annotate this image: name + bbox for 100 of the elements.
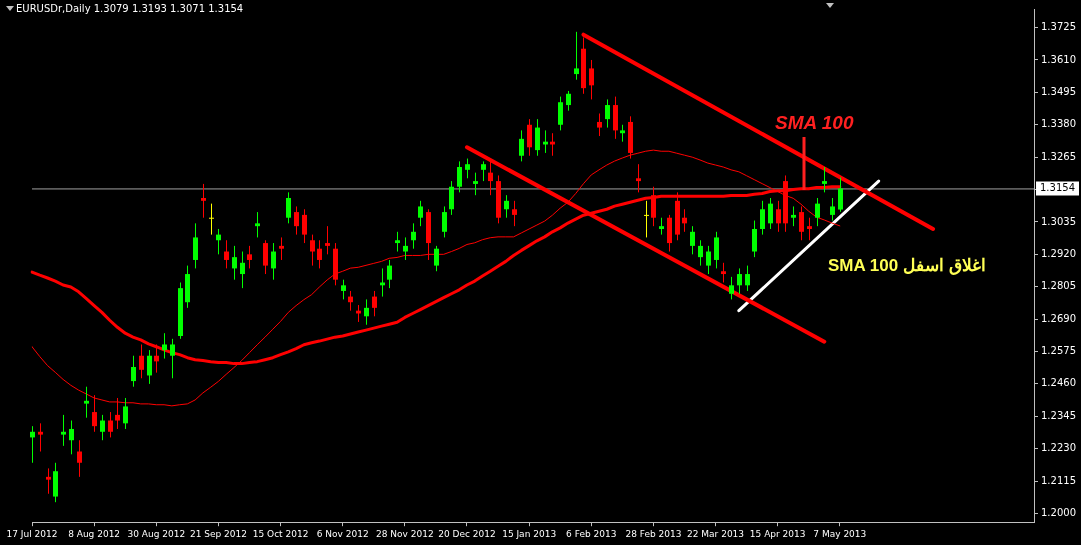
candlestick: [729, 276, 734, 300]
candlestick: [131, 355, 136, 388]
candlestick: [574, 31, 579, 81]
candlestick: [372, 290, 377, 317]
x-tick-label: 8 Aug 2012: [68, 528, 121, 539]
candlestick: [139, 343, 144, 379]
candlestick: [325, 225, 330, 255]
candlestick: [838, 176, 843, 213]
candlestick: [745, 265, 750, 292]
candlestick: [209, 203, 214, 236]
candlestick: [364, 298, 369, 326]
candlestick: [721, 262, 726, 283]
ref-line-label: 1.3154: [1040, 182, 1076, 194]
candlestick: [38, 422, 43, 452]
candlestick: [100, 414, 105, 441]
candlestick: [776, 200, 781, 233]
candlestick: [822, 166, 827, 193]
candlestick: [341, 279, 346, 300]
candlestick: [752, 220, 757, 258]
candlestick: [84, 386, 89, 419]
candlestick: [108, 411, 113, 438]
x-tick-label: 17 Jul 2012: [6, 528, 58, 539]
candlestick: [690, 225, 695, 255]
candlestick: [317, 239, 322, 269]
candlestick: [527, 118, 532, 157]
candlestick: [815, 197, 820, 227]
candlestick: [418, 200, 423, 227]
chart-title: EURUSDr,Daily 1.3079 1.3193 1.3071 1.3154: [16, 3, 244, 14]
y-tick-label: 1.2115: [1041, 474, 1077, 486]
x-tick-label: 15 Jan 2013: [502, 528, 557, 539]
candlestick: [232, 245, 237, 281]
y-tick-label: 1.3265: [1041, 150, 1077, 162]
y-tick-label: 1.3380: [1041, 118, 1077, 130]
y-tick-label: 1.2690: [1041, 312, 1077, 324]
candlestick: [310, 234, 315, 267]
y-tick-label: 1.3725: [1041, 21, 1077, 33]
y-tick-label: 1.3495: [1041, 85, 1077, 97]
candlestick: [387, 259, 392, 289]
x-tick-label: 28 Nov 2012: [376, 528, 434, 539]
x-tick-label: 7 May 2013: [813, 528, 867, 539]
y-tick-label: 1.3610: [1041, 53, 1077, 65]
candlestick: [473, 172, 478, 196]
candlestick: [201, 183, 206, 219]
candlestick: [442, 205, 447, 238]
candlestick: [403, 236, 408, 261]
x-tick-label: 21 Sep 2012: [189, 528, 247, 539]
x-tick-label: 15 Oct 2012: [252, 528, 309, 539]
candlestick: [302, 208, 307, 244]
candlestick: [255, 211, 260, 238]
candlestick: [644, 200, 649, 238]
candlestick: [636, 163, 641, 193]
candlestick: [807, 217, 812, 241]
candlestick: [799, 205, 804, 241]
candlestick: [395, 231, 400, 253]
y-tick-label: 1.2460: [1041, 377, 1077, 389]
candlestick: [147, 349, 152, 385]
x-tick-label: 22 Mar 2013: [687, 528, 745, 539]
y-tick-label: 1.3035: [1041, 215, 1077, 227]
candlestick: [714, 231, 719, 269]
candlestick: [263, 239, 268, 275]
x-tick-label: 15 Apr 2013: [749, 528, 806, 539]
candlestick: [46, 467, 51, 495]
candlestick: [69, 420, 74, 455]
candlestick: [240, 251, 245, 289]
candlestick: [465, 158, 470, 179]
candlestick: [247, 245, 252, 269]
candlestick: [457, 160, 462, 193]
annotation: SMA 100: [775, 112, 854, 134]
candlestick: [193, 222, 198, 269]
x-tick-label: 6 Nov 2012: [316, 528, 369, 539]
y-tick-label: 1.2230: [1041, 442, 1077, 454]
candlestick: [61, 414, 66, 447]
candlestick: [504, 194, 509, 219]
candlestick: [830, 197, 835, 222]
candlestick: [768, 197, 773, 230]
x-tick-label: 28 Feb 2013: [625, 528, 682, 539]
candlestick: [162, 332, 167, 360]
y-tick-label: 1.2920: [1041, 247, 1077, 259]
y-tick-label: 1.2000: [1041, 507, 1077, 519]
candlestick: [77, 439, 82, 478]
candlestick: [279, 236, 284, 261]
candlestick: [589, 59, 594, 100]
x-tick-label: 30 Aug 2012: [127, 528, 186, 539]
candlestick: [512, 200, 517, 227]
candlestick: [434, 245, 439, 272]
candlestick: [519, 129, 524, 162]
candlestick: [566, 90, 571, 112]
candlestick: [286, 191, 291, 224]
candlestick: [737, 267, 742, 295]
candlestick: [449, 180, 454, 216]
candlestick: [706, 245, 711, 275]
y-tick-label: 1.2345: [1041, 409, 1077, 421]
candlestick: [558, 96, 563, 131]
candlestick: [170, 338, 175, 379]
candlestick: [698, 239, 703, 267]
candlestick: [271, 242, 276, 281]
x-tick-label: 6 Feb 2013: [566, 528, 617, 539]
candlestick: [481, 160, 486, 182]
candlestick: [791, 205, 796, 227]
x-tick-label: 20 Dec 2012: [438, 528, 496, 539]
